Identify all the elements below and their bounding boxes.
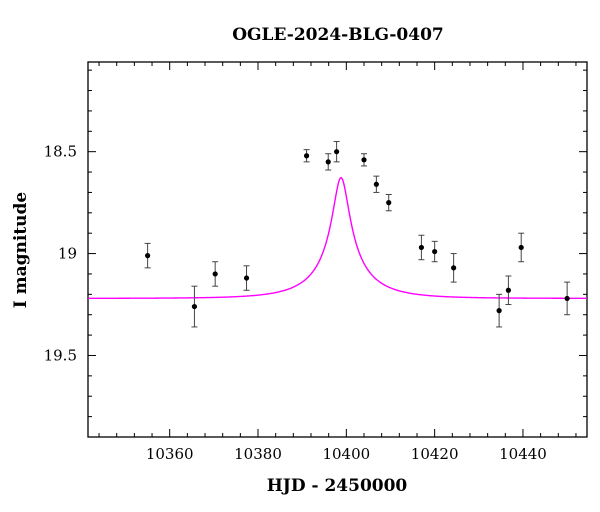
data-point bbox=[451, 265, 457, 271]
y-tick-label: 19.5 bbox=[44, 346, 77, 364]
data-point bbox=[505, 287, 511, 293]
y-tick-label: 19 bbox=[58, 245, 77, 263]
data-point bbox=[191, 303, 198, 310]
model-curve bbox=[88, 176, 587, 300]
model-curve-layer bbox=[88, 176, 587, 300]
x-tick-label: 10420 bbox=[411, 445, 459, 463]
data-point bbox=[361, 157, 367, 163]
data-point bbox=[564, 295, 570, 302]
data-point bbox=[373, 181, 379, 187]
data-points bbox=[145, 149, 570, 314]
y-axis-label: I magnitude bbox=[11, 192, 31, 309]
x-axis-label: HJD - 2450000 bbox=[267, 476, 408, 496]
data-point bbox=[418, 244, 425, 251]
data-point bbox=[432, 248, 438, 255]
data-point bbox=[212, 271, 218, 277]
plot-frame bbox=[87, 61, 588, 438]
y-tick-label: 18.5 bbox=[44, 143, 77, 161]
axis-ticks bbox=[88, 62, 587, 438]
data-point bbox=[334, 149, 340, 155]
x-tick-label: 10400 bbox=[322, 445, 370, 463]
data-point bbox=[145, 253, 151, 259]
error-bars bbox=[144, 140, 571, 328]
x-tick-label: 10440 bbox=[499, 445, 547, 463]
data-point bbox=[518, 244, 524, 251]
data-point bbox=[303, 153, 310, 159]
data-point bbox=[386, 200, 392, 206]
x-tick-label: 10380 bbox=[234, 445, 282, 463]
data-point bbox=[243, 275, 250, 281]
axis-tick-labels: 10360 10380 10400 10420 10440 18.5 19 19.5 bbox=[44, 143, 547, 463]
chart-title: OGLE-2024-BLG-0407 bbox=[232, 25, 444, 45]
x-tick-label: 10360 bbox=[146, 445, 194, 463]
data-point bbox=[496, 308, 502, 314]
data-point bbox=[325, 159, 331, 165]
